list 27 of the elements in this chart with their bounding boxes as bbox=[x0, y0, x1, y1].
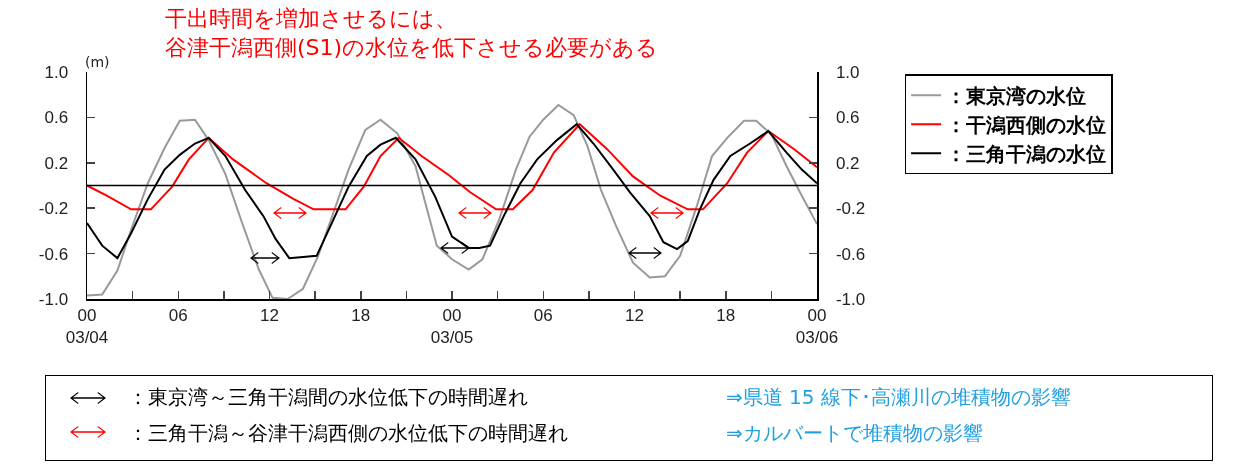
y2-tick-label: 0.2 bbox=[835, 153, 860, 173]
legend-label: ：東京湾の水位 bbox=[946, 84, 1087, 109]
y2-tick-label: -0.2 bbox=[835, 199, 866, 219]
y-tick-label: -0.6 bbox=[38, 244, 69, 264]
chart-subtitle: 谷津干潟西側(S1)の水位を低下させる必要がある bbox=[165, 34, 659, 62]
x-tick-label: 06 bbox=[533, 305, 553, 325]
x-tick-label: 06 bbox=[168, 305, 188, 325]
x-tick-label: 18 bbox=[716, 305, 736, 325]
y2-tick-label: -0.6 bbox=[835, 244, 866, 264]
y2-tick-label: 0.6 bbox=[835, 108, 860, 128]
y2-tick-label: 1.0 bbox=[835, 62, 860, 82]
y-tick-label: 0.6 bbox=[44, 108, 69, 128]
x-tick-label: 00 03/05 bbox=[430, 305, 474, 347]
text: ：三角干潟～谷津干潟西側の水位低下の時間遅れ bbox=[128, 420, 568, 446]
text: ：東京湾～三角干潟間の水位低下の時間遅れ bbox=[128, 384, 528, 410]
x-tick-label: 18 bbox=[351, 305, 371, 325]
text: ⇒県道 15 線下･高瀬川の堆積物の影響 bbox=[726, 384, 1071, 410]
y-tick-label: 1.0 bbox=[44, 62, 69, 82]
chart-title: 干出時間を増加させるには、 bbox=[165, 5, 457, 33]
text: ⇒カルバートで堆積物の影響 bbox=[726, 420, 983, 446]
legend-label: ：干潟西側の水位 bbox=[946, 113, 1107, 138]
y-tick-label: 0.2 bbox=[44, 153, 69, 173]
x-tick-label: 12 bbox=[625, 305, 644, 325]
legend-label: ：三角干潟の水位 bbox=[946, 142, 1107, 167]
y-tick-label: -0.2 bbox=[38, 199, 69, 219]
x-tick-label: 12 bbox=[260, 305, 279, 325]
y-axis-title: (m) bbox=[85, 54, 110, 70]
